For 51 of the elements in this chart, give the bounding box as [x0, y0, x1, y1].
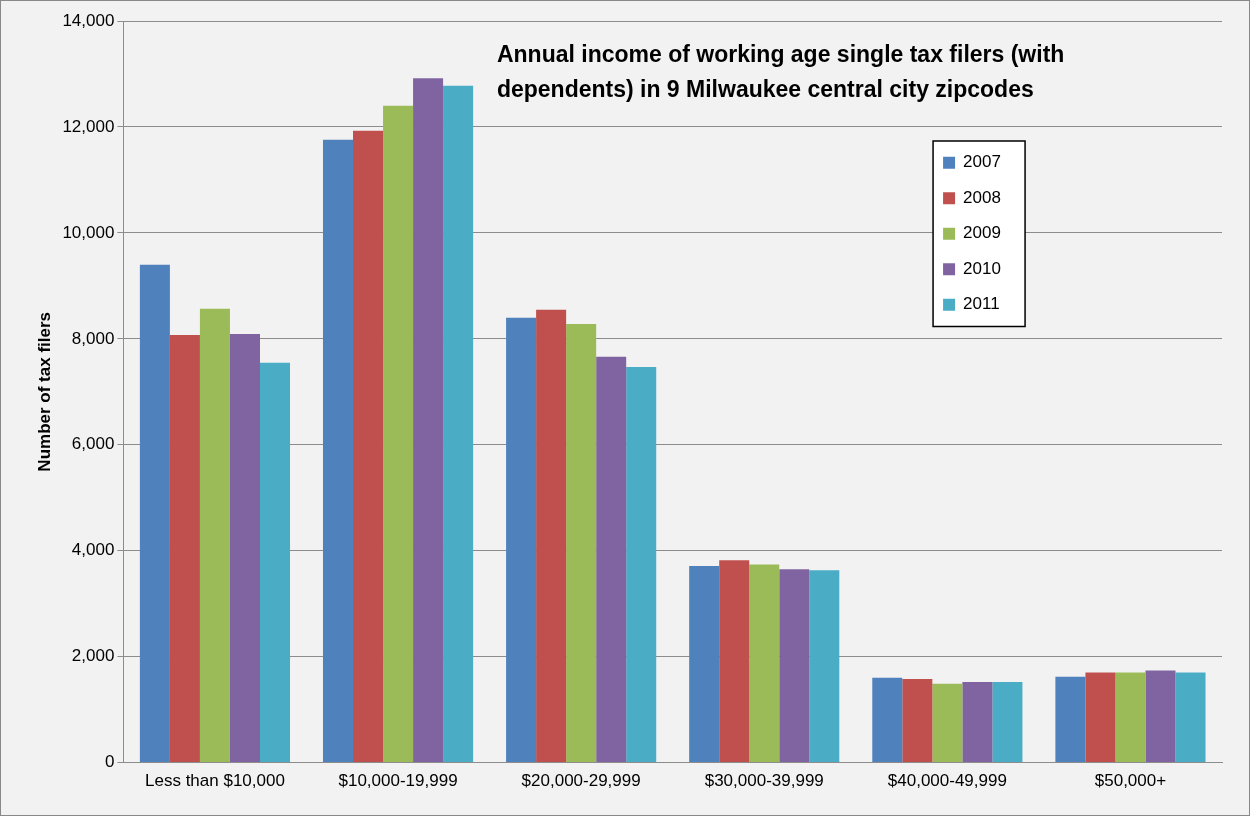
- bar: [229, 334, 260, 763]
- bar: [506, 317, 537, 763]
- bar: [689, 566, 720, 763]
- bar: [169, 335, 200, 763]
- bar: [259, 362, 291, 763]
- bar: [353, 130, 384, 763]
- y-tick-label: 8,000: [71, 328, 115, 348]
- x-tick-label: $30,000-39,999: [704, 771, 824, 791]
- x-tick-label: $50,000+: [1094, 771, 1167, 791]
- bar: [1145, 670, 1176, 763]
- bar: [749, 564, 780, 763]
- bar: [809, 570, 840, 763]
- x-tick-label: $20,000-29,999: [521, 771, 641, 791]
- x-tick-label: $10,000-19,999: [338, 771, 458, 791]
- bar: [199, 308, 230, 763]
- bar: [443, 85, 474, 763]
- text: Annual income of working age single tax filers (with dependents) in 9 Milwaukee central city zipcodes: [496, 41, 1065, 103]
- legend-label: 2007: [963, 152, 1001, 172]
- bar: [322, 139, 353, 763]
- y-tick-label: 14,000: [62, 10, 115, 30]
- bar: [626, 366, 657, 763]
- bar: [1055, 676, 1086, 763]
- x-tick-label: Less than $10,000: [144, 771, 285, 791]
- bar: [1085, 672, 1116, 763]
- legend-label: 2011: [963, 294, 1000, 314]
- bar: [596, 356, 627, 763]
- bar: [779, 569, 810, 763]
- bar: [536, 309, 567, 763]
- bar: [902, 678, 933, 763]
- bar: [1115, 672, 1146, 763]
- y-axis-title: Number of tax filers: [34, 311, 54, 472]
- bar: [383, 105, 414, 763]
- y-tick-label: 4,000: [71, 540, 115, 560]
- legend-label: 2008: [963, 187, 1001, 207]
- y-tick-label: 12,000: [62, 116, 115, 136]
- y-tick-label: 0: [104, 752, 115, 772]
- bar: [872, 677, 903, 763]
- bar: [992, 682, 1023, 763]
- legend-label: 2009: [963, 223, 1001, 243]
- bar: [932, 683, 963, 763]
- x-tick-label: $40,000-49,999: [887, 771, 1007, 791]
- y-tick-label: 10,000: [62, 222, 115, 242]
- y-tick-label: 6,000: [71, 434, 115, 454]
- bar: [139, 264, 170, 763]
- bar: [962, 682, 993, 763]
- bar: [566, 324, 597, 763]
- bar: [413, 78, 444, 763]
- bar: [1175, 672, 1206, 763]
- legend-label: 2010: [963, 258, 1001, 278]
- bar: [719, 560, 750, 763]
- y-tick-label: 2,000: [71, 646, 115, 666]
